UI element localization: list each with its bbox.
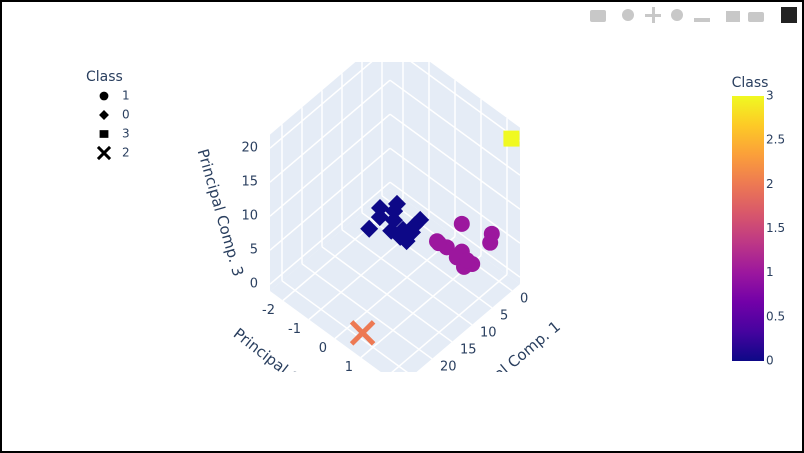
legend-label: 3 xyxy=(122,127,130,141)
point-circle xyxy=(430,235,447,252)
orbit-icon[interactable] xyxy=(671,9,683,21)
tick-label: 20 xyxy=(241,141,258,156)
point-circle xyxy=(482,234,499,251)
tick-label: 15 xyxy=(241,175,258,190)
legend: Class 1 0 3 2 xyxy=(86,69,130,161)
back-wall-y xyxy=(270,62,390,291)
grid-line xyxy=(389,181,521,278)
legend-label: 0 xyxy=(122,108,130,122)
floor-plane xyxy=(270,189,520,372)
modebar xyxy=(590,7,797,23)
camera-view-icon[interactable] xyxy=(748,12,764,22)
point-circle xyxy=(453,215,470,232)
tick-label: 10 xyxy=(241,209,258,224)
grid-line xyxy=(389,147,521,244)
grid-line xyxy=(391,273,508,372)
grid-line xyxy=(269,113,391,217)
colorbar-tick-label: 3 xyxy=(766,89,774,103)
plotly-logo[interactable] xyxy=(781,7,797,23)
grid-line xyxy=(389,113,521,210)
x-axis-title: Principal Comp. 1 xyxy=(452,317,564,415)
z-axis-title: Principal Comp. 3 xyxy=(194,147,248,278)
tick-label: 1 xyxy=(345,360,353,375)
legend-title: Class xyxy=(86,69,123,85)
tick-label: 0 xyxy=(319,341,327,356)
grid-line xyxy=(269,181,391,285)
grid-line xyxy=(269,79,391,183)
point-diamond xyxy=(360,219,379,238)
point-x xyxy=(96,145,112,161)
point-diamond xyxy=(99,110,109,120)
point-circle xyxy=(99,91,109,101)
colorbar-tick-label: 2.5 xyxy=(766,133,785,147)
colorbar-tick-label: 1.5 xyxy=(766,221,785,235)
grid-line xyxy=(269,62,373,149)
legend-label: 2 xyxy=(122,146,130,160)
tick-label: 20 xyxy=(440,359,457,374)
tick-label: 5 xyxy=(250,243,258,258)
y-axis-title: Principal Comp. 2 xyxy=(230,325,345,420)
colorbar-tick-label: 1 xyxy=(766,265,774,279)
tick-label: -1 xyxy=(288,322,301,337)
colorbar-gradient xyxy=(732,96,764,361)
tick-label: 0 xyxy=(250,277,258,292)
colorbar-tick-label: 2 xyxy=(766,177,774,191)
point-x xyxy=(349,320,376,346)
point-diamond xyxy=(371,199,389,217)
point-circle xyxy=(459,252,475,269)
camera-icon[interactable] xyxy=(590,10,606,22)
legend-label: 1 xyxy=(122,89,130,103)
grid-line xyxy=(389,79,521,176)
tick-label: 15 xyxy=(460,342,477,357)
tick-label: -2 xyxy=(262,303,275,318)
turntable-icon[interactable] xyxy=(694,18,710,22)
tick-label: 25 xyxy=(420,376,437,391)
zoom-icon[interactable] xyxy=(622,9,634,21)
grid-line xyxy=(334,235,456,340)
tick-label: 2 xyxy=(371,379,379,394)
colorbar: Class 0 0.5 1 1.5 2 2.5 3 xyxy=(732,75,786,368)
point-square xyxy=(503,132,520,147)
tick-label: 5 xyxy=(500,308,508,323)
colorbar-tick-label: 0.5 xyxy=(766,309,785,323)
colorbar-title: Class xyxy=(732,75,769,91)
home-icon[interactable] xyxy=(726,11,740,22)
point-square xyxy=(99,130,109,138)
tick-label: 0 xyxy=(520,291,528,306)
pan-icon-v xyxy=(652,7,655,23)
tick-label: 10 xyxy=(480,325,497,340)
colorbar-tick-label: 0 xyxy=(766,354,774,368)
grid-line xyxy=(410,62,521,142)
grid-line xyxy=(269,147,391,251)
point-diamond xyxy=(397,232,416,251)
point-diamond xyxy=(411,210,430,229)
